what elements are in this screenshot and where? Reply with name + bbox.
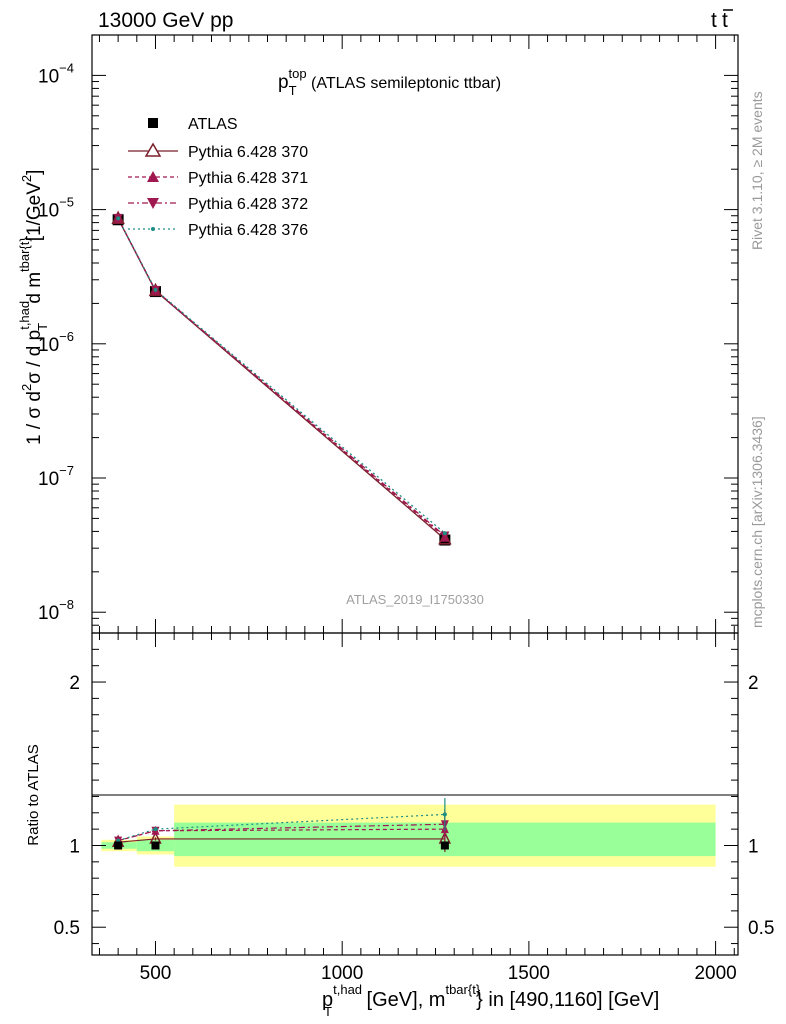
- legend-item-371: Pythia 6.428 371: [128, 170, 308, 187]
- legend-marker-370: [144, 142, 162, 157]
- x-axis-label: pt,had T [GeV], mtbar{t}} in [490,1160] […: [322, 982, 659, 1019]
- ylabel-part3: d m: [24, 272, 45, 309]
- mcplots-label: mcplots.cern.ch [arXiv:1306.3436]: [749, 416, 765, 628]
- main-y-tick-label: 10−8: [38, 597, 74, 624]
- legend: ATLAS Pythia 6.428 370 Pythia 6.428 371 …: [128, 116, 308, 239]
- ratio-series-point-3: [153, 827, 158, 832]
- main-series-point-3: [442, 531, 447, 536]
- ylabel-part2: σ / d p: [24, 330, 45, 384]
- ratio-y-tick-label-right: 0.5: [748, 918, 774, 939]
- ratio-y-ticks: 0.5 0.5 1 1 2 2: [54, 648, 774, 945]
- ylabel-sup2: t,had: [17, 301, 32, 330]
- ratio-y-tick-label-left: 1: [69, 836, 80, 857]
- main-panel: 10−810−710−610−510−4 pTtop (ATLAS semile…: [17, 34, 739, 634]
- main-series: [117, 218, 446, 540]
- ylabel-sup1: 2: [19, 384, 34, 391]
- main-y-tick-label: 10−6: [38, 329, 74, 356]
- header-left: 13000 GeV pp: [98, 9, 233, 32]
- plot-title-rest: (ATLAS semileptonic ttbar): [307, 75, 501, 92]
- main-markers: [111, 210, 452, 546]
- legend-item-370: Pythia 6.428 370: [128, 142, 308, 161]
- xlabel-part2: [GeV], m: [361, 989, 445, 1011]
- legend-marker-372: [147, 198, 159, 209]
- ylabel-part4: [1/GeV: [24, 182, 45, 241]
- plot-title-main: p: [278, 72, 289, 93]
- legend-label-371: Pythia 6.428 371: [188, 170, 308, 187]
- ylabel-sup4: 2: [19, 175, 34, 182]
- ratio-y-tick-label-right: 1: [748, 836, 759, 857]
- main-series-point-2: [440, 531, 450, 542]
- main-y-tick-label: 10−7: [38, 463, 74, 490]
- xlabel-sup1: t,had: [333, 982, 362, 997]
- main-x-ticks: [98, 35, 735, 633]
- main-y-ticks: 10−8 10−7 10−6 10−5 10−4: [38, 34, 738, 634]
- legend-item-atlas: ATLAS: [148, 116, 238, 133]
- ratio-bands: [101, 804, 716, 867]
- ylabel-sub2: T: [35, 323, 50, 331]
- ratio-x-tick-label: 1000: [321, 963, 363, 984]
- ratio-x-tick-label: 2000: [694, 963, 736, 984]
- plot-title-sup: top: [289, 66, 307, 81]
- ylabel-part5: ]: [24, 170, 45, 175]
- xlabel-part1: p: [322, 989, 333, 1011]
- ylabel-sup3: tbar{t}: [17, 237, 32, 272]
- ylabel-part1: 1 / σ d: [24, 391, 45, 445]
- xlabel-part3: } in [490,1160] [GeV]: [476, 989, 659, 1011]
- ratio-y-axis-label: Ratio to ATLAS: [25, 744, 42, 845]
- legend-marker-376: [151, 227, 155, 231]
- plot-title: pTtop (ATLAS semileptonic ttbar): [278, 66, 501, 98]
- rivet-label: Rivet 3.1.10, ≥ 2M events: [749, 91, 765, 250]
- ratio-x-tick-label: 500: [140, 963, 172, 984]
- ratio-atlas-point: [151, 841, 160, 850]
- ratio-panel: 500 1000 1500 2000 0.5 0.5 1 1 2 2 Ratio to ATLA…: [25, 632, 774, 984]
- ratio-y-tick-label-left: 2: [69, 673, 80, 694]
- ratio-x-ticks: 500 1000 1500 2000: [98, 633, 737, 984]
- ratio-atlas-point: [440, 841, 449, 850]
- header-right-t2: t: [722, 9, 728, 32]
- header-right-t1: t: [711, 9, 717, 32]
- main-series-line-0: [117, 218, 446, 540]
- main-series-line-1: [117, 218, 446, 538]
- legend-label-372: Pythia 6.428 372: [188, 196, 308, 213]
- main-y-tick-label: 10−4: [38, 60, 74, 87]
- ratio-y-tick-label-left: 0.5: [54, 918, 80, 939]
- main-series-point-3: [116, 216, 121, 221]
- plot-title-sub: T: [289, 83, 297, 98]
- header-right: t t: [711, 9, 733, 32]
- legend-item-372: Pythia 6.428 372: [128, 196, 308, 213]
- xlabel-sup2: tbar{t}: [445, 982, 480, 997]
- xlabel-sub1: T: [324, 1004, 332, 1019]
- ratio-series-point-3: [442, 812, 447, 817]
- main-series-line-3: [117, 218, 446, 534]
- main-series-point-3: [153, 287, 158, 292]
- legend-label-376: Pythia 6.428 376: [188, 222, 308, 239]
- ratio-y-tick-label-right: 2: [748, 673, 759, 694]
- watermark: ATLAS_2019_I1750330: [346, 592, 484, 607]
- main-y-tick-label: 10−5: [38, 195, 74, 222]
- ratio-atlas-point: [114, 841, 123, 850]
- legend-item-376: Pythia 6.428 376: [128, 222, 308, 239]
- ratio-x-tick-label: 1500: [508, 963, 550, 984]
- legend-marker-371: [147, 171, 159, 182]
- main-y-axis-label: 1 / σ d2σ / d pt,had T d mtbar{t}[1/GeV2]: [17, 170, 50, 445]
- main-series-line-2: [117, 218, 446, 537]
- legend-label-atlas: ATLAS: [188, 116, 238, 133]
- legend-label-370: Pythia 6.428 370: [188, 144, 308, 161]
- ratio-series: [111, 798, 452, 853]
- ratio-plot-frame: [91, 632, 739, 956]
- legend-swatch-atlas: [148, 118, 158, 128]
